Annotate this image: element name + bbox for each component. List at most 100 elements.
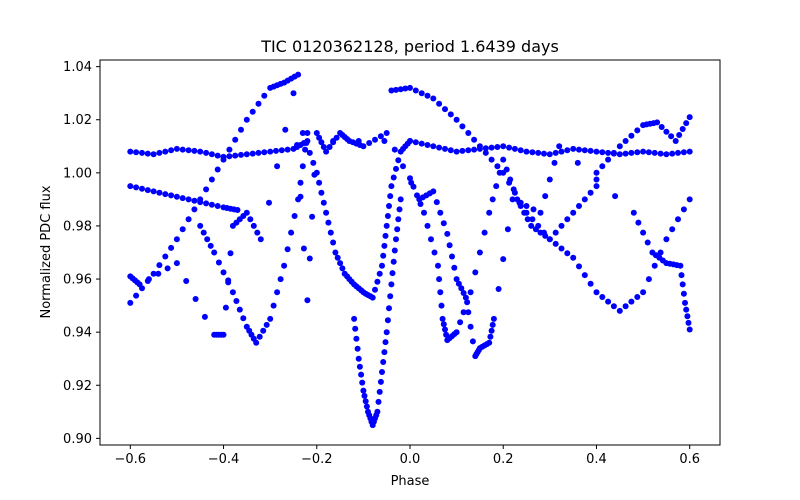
series-modulation-f bbox=[593, 114, 693, 176]
data-point bbox=[323, 148, 330, 155]
series-modulation-a bbox=[127, 71, 302, 306]
data-point bbox=[397, 196, 404, 203]
data-point bbox=[654, 119, 661, 126]
data-point bbox=[243, 116, 250, 123]
data-point bbox=[306, 255, 313, 262]
data-point bbox=[220, 269, 227, 276]
data-point bbox=[464, 299, 471, 306]
data-point bbox=[476, 249, 483, 256]
data-point bbox=[530, 206, 537, 213]
data-point bbox=[444, 230, 451, 237]
data-point bbox=[677, 262, 684, 269]
data-point bbox=[657, 249, 664, 256]
data-point bbox=[197, 222, 204, 229]
x-axis-label: Phase bbox=[391, 474, 430, 489]
data-point bbox=[168, 244, 175, 251]
data-point bbox=[394, 226, 401, 233]
data-point bbox=[191, 206, 198, 213]
x-tick-label: −0.4 bbox=[208, 452, 240, 467]
data-point bbox=[179, 195, 186, 202]
data-point bbox=[361, 392, 368, 399]
data-point bbox=[431, 249, 438, 256]
data-point bbox=[302, 146, 309, 153]
data-point bbox=[372, 286, 378, 293]
data-point bbox=[457, 319, 464, 326]
data-point bbox=[494, 144, 501, 150]
data-point bbox=[233, 298, 240, 304]
y-tick-label: 0.90 bbox=[63, 432, 92, 447]
data-point bbox=[678, 272, 685, 279]
data-point bbox=[320, 199, 327, 206]
data-point bbox=[574, 159, 581, 166]
data-point bbox=[250, 222, 257, 229]
data-point bbox=[297, 179, 304, 186]
series-modulation-d bbox=[407, 156, 600, 344]
data-point bbox=[435, 262, 441, 269]
data-point bbox=[679, 281, 686, 288]
data-point bbox=[685, 319, 692, 326]
data-point bbox=[374, 278, 381, 285]
data-point bbox=[412, 87, 419, 94]
x-tick-label: −0.2 bbox=[301, 452, 333, 467]
data-point bbox=[504, 226, 511, 233]
data-point bbox=[388, 281, 395, 288]
data-point bbox=[238, 151, 244, 158]
data-point bbox=[397, 86, 404, 93]
data-point bbox=[185, 147, 192, 154]
data-point bbox=[133, 149, 140, 156]
data-point bbox=[155, 270, 162, 277]
data-point bbox=[616, 307, 623, 314]
data-point bbox=[622, 303, 629, 310]
data-point bbox=[274, 289, 281, 296]
data-point bbox=[459, 123, 466, 130]
data-point bbox=[173, 193, 180, 200]
data-point bbox=[576, 203, 582, 209]
data-point bbox=[238, 126, 244, 133]
data-point bbox=[300, 245, 307, 252]
y-tick-label: 0.94 bbox=[63, 326, 92, 341]
data-point bbox=[254, 229, 261, 236]
data-point bbox=[511, 145, 518, 152]
data-point bbox=[593, 289, 600, 296]
data-point bbox=[297, 193, 304, 200]
data-point bbox=[407, 84, 413, 91]
data-point bbox=[127, 148, 134, 155]
data-point bbox=[437, 289, 444, 296]
data-point bbox=[546, 176, 553, 183]
data-point bbox=[366, 140, 373, 146]
data-point bbox=[200, 229, 207, 236]
data-point bbox=[500, 143, 507, 150]
data-point bbox=[657, 150, 664, 157]
data-point bbox=[672, 138, 679, 144]
data-point bbox=[430, 95, 437, 102]
data-point bbox=[266, 199, 272, 206]
data-point bbox=[486, 209, 493, 216]
x-tick-label: 0.6 bbox=[679, 452, 700, 467]
data-point bbox=[326, 144, 333, 150]
data-point bbox=[318, 189, 325, 196]
data-point bbox=[173, 145, 180, 152]
data-point bbox=[145, 276, 152, 283]
data-point bbox=[243, 209, 250, 216]
data-point bbox=[273, 147, 279, 154]
data-point bbox=[282, 126, 289, 133]
data-point bbox=[488, 156, 495, 163]
data-point bbox=[507, 176, 514, 183]
data-point bbox=[535, 149, 542, 156]
data-point bbox=[214, 166, 221, 173]
data-point bbox=[320, 144, 327, 150]
data-point bbox=[481, 229, 488, 236]
data-point bbox=[551, 159, 558, 166]
data-point bbox=[455, 280, 462, 287]
data-point bbox=[229, 289, 236, 296]
data-point bbox=[605, 156, 612, 163]
data-point bbox=[521, 209, 528, 216]
data-point bbox=[388, 183, 395, 190]
data-point bbox=[488, 144, 495, 151]
data-point bbox=[156, 149, 163, 156]
data-point bbox=[436, 144, 443, 151]
data-point bbox=[593, 183, 600, 190]
data-point bbox=[274, 163, 281, 170]
data-point bbox=[215, 259, 222, 266]
